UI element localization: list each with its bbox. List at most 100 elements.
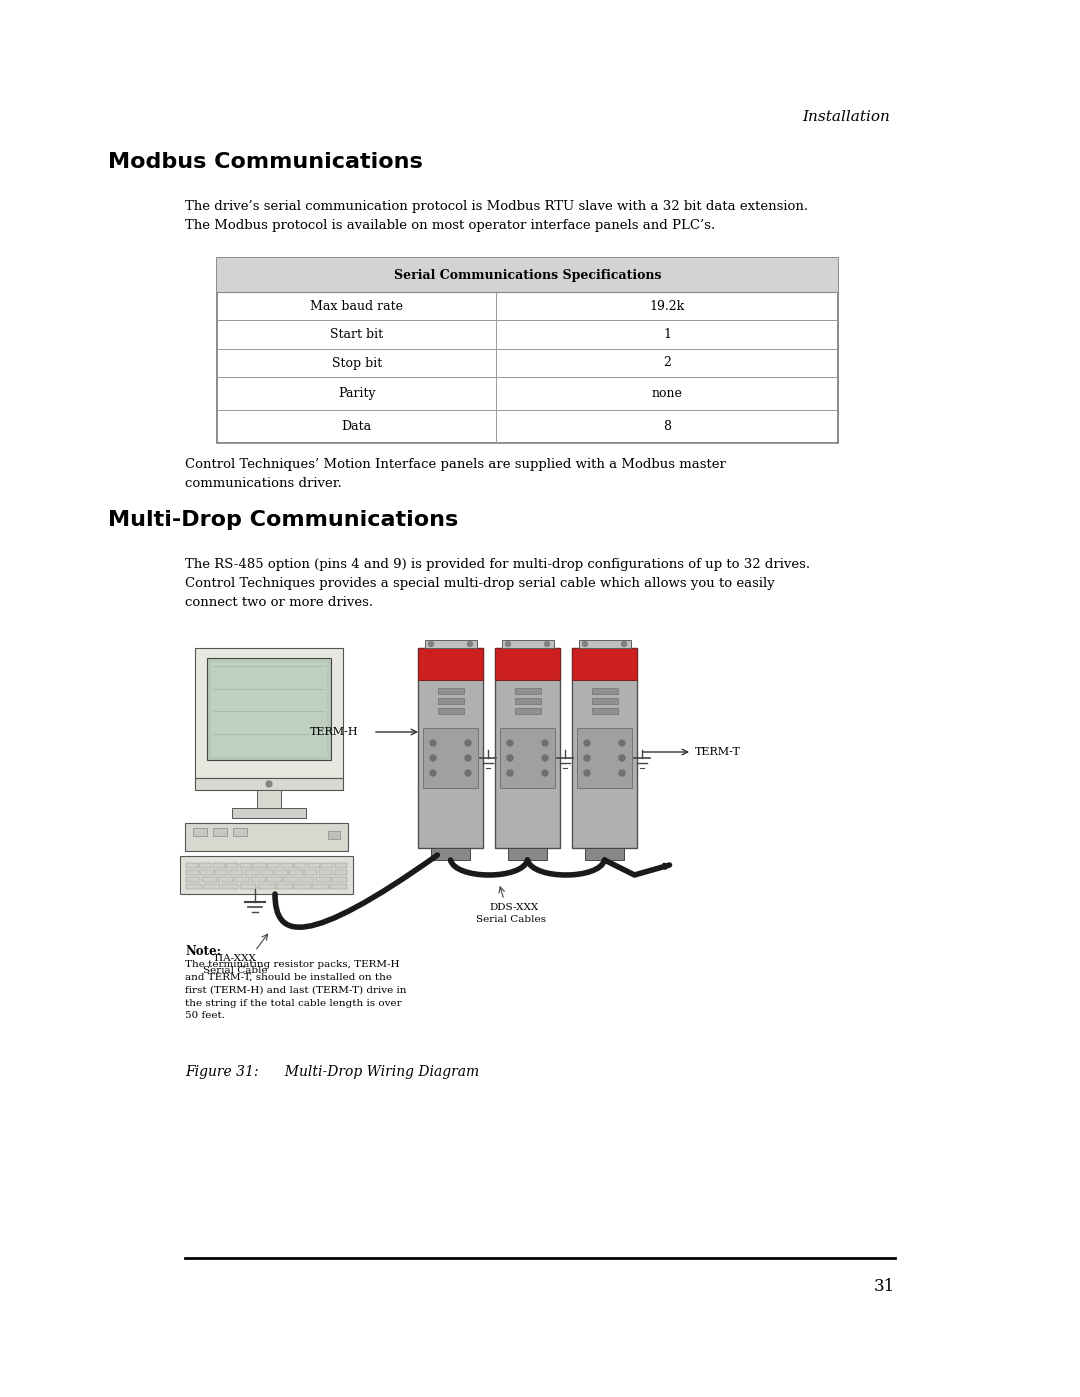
Bar	[308, 862, 320, 868]
Text: Serial Cables: Serial Cables	[476, 915, 546, 923]
Text: Multi-Drop Communications: Multi-Drop Communications	[108, 510, 458, 529]
Bar	[431, 848, 470, 861]
Bar	[514, 687, 540, 694]
Bar	[186, 862, 198, 868]
Circle shape	[430, 754, 436, 761]
Bar	[585, 848, 624, 861]
Bar	[200, 869, 214, 875]
Text: Serial Cable: Serial Cable	[203, 965, 268, 975]
Bar	[232, 807, 306, 819]
Bar	[274, 869, 287, 875]
Text: The drive’s serial communication protocol is Modbus RTU slave with a 32 bit data: The drive’s serial communication protoco…	[185, 200, 808, 232]
Bar	[328, 831, 340, 840]
Bar	[186, 876, 200, 882]
Bar	[204, 883, 220, 888]
Circle shape	[430, 770, 436, 775]
Bar	[240, 862, 252, 868]
Circle shape	[542, 770, 548, 775]
Circle shape	[621, 641, 626, 647]
Circle shape	[429, 641, 433, 647]
Circle shape	[505, 641, 511, 647]
Bar	[218, 876, 233, 882]
Text: 31: 31	[874, 1278, 895, 1295]
Bar	[514, 708, 540, 714]
Bar	[577, 728, 632, 788]
Circle shape	[266, 781, 272, 787]
Circle shape	[584, 740, 590, 746]
Bar	[283, 876, 298, 882]
Circle shape	[619, 740, 625, 746]
Bar	[312, 883, 329, 888]
Bar	[299, 876, 314, 882]
Bar	[437, 698, 463, 704]
Bar	[213, 828, 227, 835]
Bar	[418, 648, 483, 848]
Bar	[294, 862, 307, 868]
Circle shape	[507, 740, 513, 746]
Bar	[289, 869, 302, 875]
Text: DDS-XXX: DDS-XXX	[489, 902, 539, 912]
Text: TERM-T: TERM-T	[696, 747, 741, 757]
Text: TIA-XXX: TIA-XXX	[213, 954, 257, 963]
Bar	[508, 848, 546, 861]
Bar	[281, 862, 293, 868]
Text: The RS-485 option (pins 4 and 9) is provided for multi-drop configurations of up: The RS-485 option (pins 4 and 9) is prov…	[185, 557, 810, 609]
Text: Serial Communications Specifications: Serial Communications Specifications	[394, 268, 661, 282]
Bar	[221, 883, 239, 888]
Bar	[226, 862, 239, 868]
Bar	[233, 828, 247, 835]
Bar	[230, 869, 243, 875]
Bar	[257, 789, 281, 807]
Bar	[592, 687, 618, 694]
Circle shape	[430, 740, 436, 746]
Bar	[437, 708, 463, 714]
Bar	[418, 648, 483, 680]
Bar	[315, 876, 330, 882]
Circle shape	[542, 740, 548, 746]
Text: 19.2k: 19.2k	[649, 299, 685, 313]
Bar	[259, 869, 273, 875]
Bar	[215, 869, 229, 875]
Bar	[186, 869, 199, 875]
Bar	[180, 856, 353, 894]
Text: Stop bit: Stop bit	[332, 356, 382, 369]
Text: Parity: Parity	[338, 387, 376, 400]
Text: Max baud rate: Max baud rate	[310, 299, 403, 313]
Bar	[195, 778, 343, 789]
Bar	[305, 869, 318, 875]
Bar	[423, 728, 478, 788]
Bar	[437, 687, 463, 694]
Text: Installation: Installation	[802, 110, 890, 124]
Bar	[592, 698, 618, 704]
Text: The terminating resistor packs, TERM-H
and TERM-T, should be installed on the
fi: The terminating resistor packs, TERM-H a…	[185, 960, 406, 1020]
Bar	[267, 876, 282, 882]
Bar	[495, 648, 561, 848]
Circle shape	[465, 754, 471, 761]
Bar	[500, 728, 555, 788]
Text: none: none	[652, 387, 683, 400]
Bar	[424, 640, 476, 648]
Bar	[333, 876, 347, 882]
Circle shape	[465, 770, 471, 775]
Bar	[213, 862, 225, 868]
Circle shape	[468, 641, 473, 647]
Bar	[514, 698, 540, 704]
Bar	[258, 883, 274, 888]
Circle shape	[507, 770, 513, 775]
Text: 2: 2	[663, 356, 671, 369]
Bar	[319, 869, 333, 875]
Text: Start bit: Start bit	[330, 328, 383, 341]
Bar	[185, 823, 348, 851]
Circle shape	[584, 754, 590, 761]
Text: 1: 1	[663, 328, 672, 341]
Bar	[335, 862, 347, 868]
Bar	[322, 862, 334, 868]
Bar	[245, 869, 258, 875]
Bar	[202, 876, 217, 882]
Text: Data: Data	[341, 420, 372, 433]
Bar	[276, 883, 293, 888]
Circle shape	[582, 641, 588, 647]
Bar	[294, 883, 311, 888]
Bar	[495, 648, 561, 680]
Bar	[572, 648, 637, 848]
